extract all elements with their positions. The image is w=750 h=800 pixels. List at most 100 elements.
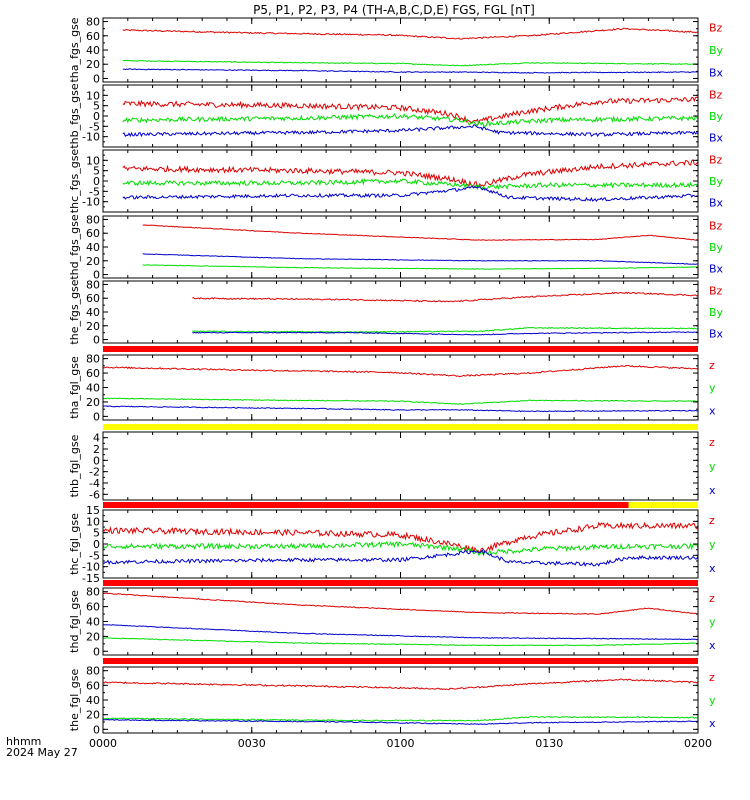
series-line-Bx (122, 185, 699, 202)
panel-frame (102, 509, 699, 579)
series-line-Bx (122, 68, 699, 74)
legend-label-z: z (709, 436, 715, 449)
series-line-x (102, 549, 699, 568)
y-tick-label: 0 (93, 723, 100, 736)
footer-hhmm: hhmm (6, 735, 41, 748)
legend-label-y: y (709, 694, 716, 707)
legend-label-By: By (709, 306, 724, 319)
legend-label-By: By (709, 44, 724, 57)
y-tick-label: 0 (93, 175, 100, 188)
series-line-z (102, 364, 699, 378)
y-tick-label: 20 (86, 396, 100, 409)
y-axis-label: tha_fgs_gse (68, 17, 81, 82)
x-tick-label: 0100 (387, 737, 415, 750)
y-tick-label: 20 (86, 255, 100, 268)
y-tick-label: 0 (93, 410, 100, 423)
y-tick-label: 60 (86, 679, 100, 692)
y-tick-label: 0 (93, 645, 100, 658)
series-line-Bx (142, 253, 698, 265)
y-tick-label: 0 (93, 334, 100, 347)
y-tick-label: -5 (89, 549, 100, 562)
y-tick-label: 40 (86, 306, 100, 319)
y-tick-label: 0 (93, 72, 100, 85)
y-tick-label: 80 (86, 213, 100, 226)
series-line-y (102, 637, 698, 647)
x-tick-label: 0130 (535, 737, 563, 750)
y-tick-label: 60 (86, 367, 100, 380)
y-tick-label: 60 (86, 292, 100, 305)
series-line-y (102, 540, 699, 557)
series-line-By (122, 178, 699, 191)
legend-label-By: By (709, 110, 724, 123)
series-line-x (103, 624, 699, 641)
series-line-Bz (192, 291, 699, 303)
y-tick-label: 15 (86, 504, 100, 517)
legend-label-Bx: Bx (709, 197, 724, 210)
x-tick-label: 0030 (238, 737, 266, 750)
series-line-x (102, 405, 699, 413)
y-tick-label: -5 (89, 120, 100, 133)
series-line-Bz (122, 27, 699, 40)
legend-label-Bz: Bz (709, 153, 723, 166)
legend-label-Bz: Bz (709, 22, 723, 35)
series-line-z (102, 678, 699, 691)
y-tick-label: 5 (93, 165, 100, 178)
series-line-Bz (142, 224, 699, 241)
series-line-By (142, 264, 699, 270)
legend-label-y: y (709, 460, 716, 473)
y-tick-label: -10 (82, 196, 100, 209)
figure-title: P5, P1, P2, P3, P4 (TH-A,B,C,D,E) FGS, F… (253, 3, 535, 17)
legend-label-x: x (709, 717, 716, 730)
y-tick-label: 40 (86, 616, 100, 629)
panel-frame (102, 354, 699, 421)
series-line-By (122, 112, 699, 128)
x-tick-label: 0200 (684, 737, 712, 750)
mode-bars (103, 346, 698, 664)
y-tick-label: 60 (86, 30, 100, 43)
panel-frame (102, 431, 699, 501)
series-line-x (102, 718, 699, 726)
y-tick-label: 40 (86, 241, 100, 254)
y-tick-label: 0 (93, 454, 100, 467)
y-tick-label: 0 (93, 110, 100, 123)
legend-label-y: y (709, 382, 716, 395)
legend-label-x: x (709, 484, 716, 497)
y-tick-label: -6 (89, 488, 100, 501)
x-tick-label: 0000 (89, 737, 117, 750)
legend-label-y: y (709, 616, 716, 629)
mode-bar-segment (103, 658, 698, 664)
y-tick-label: 60 (86, 227, 100, 240)
y-tick-label: 10 (86, 515, 100, 528)
y-tick-label: -10 (82, 131, 100, 144)
y-tick-label: -2 (89, 466, 100, 479)
mode-bar-segment (103, 502, 629, 508)
legend-label-Bx: Bx (709, 132, 724, 145)
y-tick-label: 0 (93, 269, 100, 282)
y-tick-label: 20 (86, 630, 100, 643)
y-tick-label: 5 (93, 100, 100, 113)
series-line-By (192, 326, 699, 333)
y-tick-label: 80 (86, 16, 100, 29)
y-tick-label: 80 (86, 278, 100, 291)
y-tick-label: 4 (93, 432, 100, 445)
y-tick-label: 20 (86, 58, 100, 71)
panel-thb_fgl_gse: 420-2-4-6 thb_fgl_gse zyx (68, 431, 716, 501)
y-tick-label: -15 (82, 572, 100, 585)
legend-label-z: z (709, 671, 715, 684)
series-line-y (102, 397, 699, 405)
y-axis-label: thd_fgl_gse (68, 590, 81, 653)
legend-label-By: By (709, 241, 724, 254)
legend-label-y: y (709, 538, 716, 551)
series-line-By (122, 59, 699, 67)
y-axis-label: tha_fgl_gse (68, 356, 81, 419)
y-tick-label: -10 (82, 561, 100, 574)
legend-label-By: By (709, 175, 724, 188)
legend-label-Bz: Bz (709, 284, 723, 297)
y-tick-label: -4 (89, 477, 100, 490)
y-tick-label: 20 (86, 320, 100, 333)
